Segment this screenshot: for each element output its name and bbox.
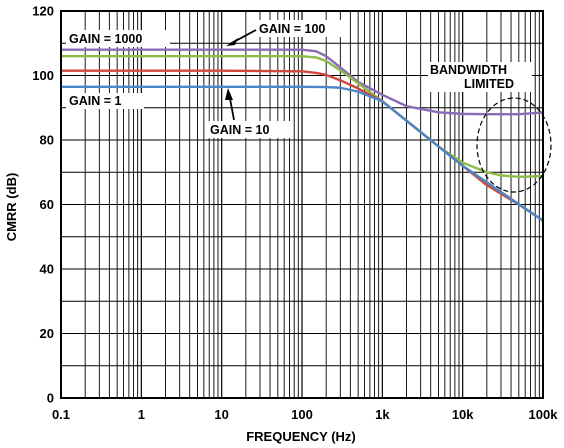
y-tick-label: 120 <box>32 4 54 19</box>
x-tick-label: 10k <box>452 407 474 422</box>
y-tick-label: 40 <box>40 262 54 277</box>
x-axis-title: FREQUENCY (Hz) <box>246 429 356 444</box>
y-tick-label: 20 <box>40 326 54 341</box>
label-gain-1: GAIN = 1 <box>69 94 121 108</box>
label-bg-bandwidth <box>428 62 532 92</box>
x-tick-label: 0.1 <box>52 407 70 422</box>
label-gain-100: GAIN = 100 <box>259 22 325 36</box>
y-axis-title: CMRR (dB) <box>4 173 19 242</box>
series-lines <box>61 48 544 222</box>
grid <box>61 11 543 398</box>
series-line <box>61 85 544 222</box>
y-tick-label: 100 <box>32 68 54 83</box>
x-tick-label: 1k <box>375 407 390 422</box>
series-line <box>61 69 544 222</box>
x-tick-label: 1 <box>138 407 145 422</box>
label-bg-gain-10 <box>207 121 291 138</box>
x-tick-label: 100k <box>529 407 559 422</box>
x-tick-label: 10 <box>214 407 228 422</box>
label-gain-1000: GAIN = 1000 <box>69 32 142 46</box>
x-tick-labels: 0.1 1 10 100 1k 10k 100k <box>52 407 558 422</box>
y-tick-label: 0 <box>47 391 54 406</box>
label-bg-gain-1 <box>66 93 144 109</box>
series-line <box>61 54 544 178</box>
y-tick-label: 60 <box>40 197 54 212</box>
bandwidth-limited-circle <box>476 97 552 193</box>
label-limited: LIMITED <box>464 77 514 91</box>
y-tick-labels: 0 20 40 60 80 100 120 <box>32 4 54 406</box>
arrowhead-gain-1000 <box>226 38 238 46</box>
x-tick-label: 100 <box>291 407 313 422</box>
label-bandwidth: BANDWIDTH <box>430 63 507 77</box>
plot-frame <box>60 10 544 399</box>
label-gain-10: GAIN = 10 <box>210 123 269 137</box>
label-bg-gain-1000 <box>66 30 170 47</box>
label-bg-gain-100 <box>256 20 349 37</box>
y-tick-label: 80 <box>40 133 54 148</box>
arrowhead-gain-10 <box>225 88 233 100</box>
